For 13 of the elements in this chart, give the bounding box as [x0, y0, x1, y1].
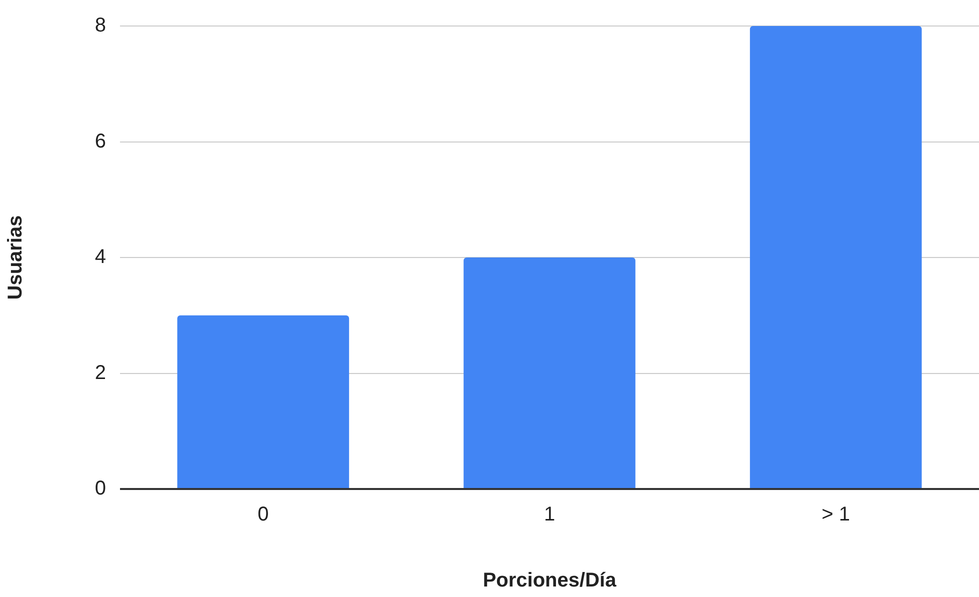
x-tick-label: 0 [258, 504, 269, 526]
y-tick-label: 8 [94, 14, 106, 37]
x-axis-title: Porciones/Día [482, 570, 618, 592]
bar [177, 315, 350, 488]
bar [750, 26, 922, 488]
x-tick-label: > 1 [822, 504, 850, 526]
y-tick-label: 2 [94, 362, 106, 384]
x-tick-label: 1 [544, 504, 556, 526]
y-tick-label: 4 [94, 246, 106, 268]
y-tick-label: 6 [94, 130, 106, 152]
bar [464, 258, 636, 488]
y-axis-title: Usuarias [4, 215, 27, 300]
y-tick-label: 0 [94, 478, 106, 500]
